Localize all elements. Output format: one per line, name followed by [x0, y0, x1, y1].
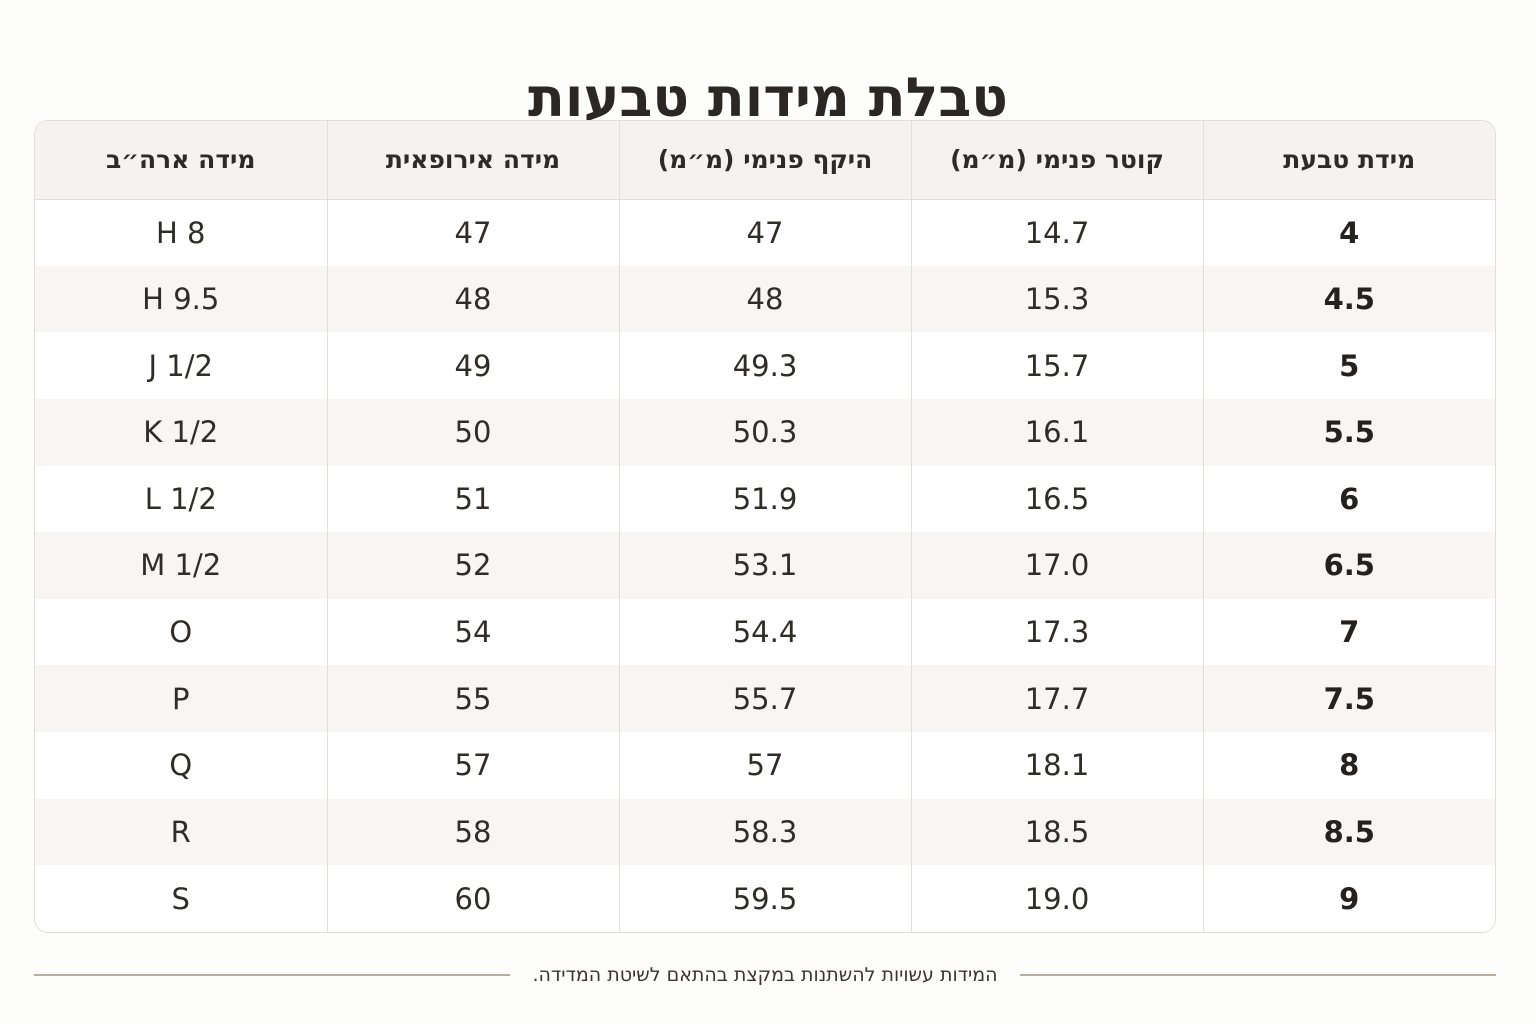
- cell-ring-size: 9: [1202, 865, 1495, 932]
- table-row: 4.5 15.3 48 48 H 9.5: [35, 265, 1495, 333]
- column-header-inner-circumference: היקף פנימי (מ״מ): [618, 121, 911, 200]
- cell-ring-size: 6: [1202, 465, 1495, 533]
- table-row: 8 18.1 57 57 Q: [35, 732, 1495, 799]
- footer-divider-right: [1019, 974, 1496, 976]
- cell-european-size: 58: [326, 798, 619, 866]
- table-row: 5 15.7 49.3 49 J 1/2: [35, 332, 1495, 399]
- cell-us-size: L 1/2: [144, 481, 217, 516]
- cell-inner-diameter: 16.5: [910, 465, 1203, 533]
- cell-inner-diameter: 17.7: [910, 665, 1203, 732]
- column-header-ring-size: מידת טבעת: [1202, 121, 1495, 200]
- cell-european-size: 54: [326, 598, 619, 666]
- cell-european-size: 57: [326, 732, 619, 799]
- cell-us-size: Q: [169, 748, 193, 783]
- cell-inner-diameter: 17.0: [910, 532, 1203, 599]
- cell-european-size: 52: [326, 532, 619, 599]
- cell-inner-circumference: 57: [618, 732, 911, 799]
- cell-us-size: J 1/2: [148, 348, 213, 383]
- cell-inner-circumference: 58.3: [618, 798, 911, 866]
- cell-ring-size: 8.5: [1202, 798, 1495, 866]
- cell-inner-circumference: 48: [618, 265, 911, 333]
- cell-inner-diameter: 14.7: [910, 199, 1203, 266]
- cell-european-size: 49: [326, 332, 619, 399]
- table-body: 4 14.7 47 47 H 8 4.5 15.3 48 48 H 9.5 5 15.7 49.3 49 J…: [35, 199, 1495, 932]
- page-title: טבלת מידות טבעות: [528, 66, 1008, 130]
- cell-inner-circumference: 50.3: [618, 398, 911, 466]
- cell-ring-size: 5: [1202, 332, 1495, 399]
- cell-inner-diameter: 18.1: [910, 732, 1203, 799]
- table-row: 6 16.5 51.9 51 L 1/2: [35, 465, 1495, 533]
- cell-inner-diameter: 15.3: [910, 265, 1203, 333]
- footer-note: המידות עשויות להשתנות במקצת בהתאם לשיטת …: [532, 964, 998, 986]
- table-row: 5.5 16.1 50.3 50 K 1/2: [35, 398, 1495, 466]
- cell-european-size: 51: [326, 465, 619, 533]
- table-header-row: מידת טבעת קוטר פנימי (מ״מ) היקף פנימי (מ…: [35, 121, 1495, 200]
- ring-size-table: מידת טבעת קוטר פנימי (מ״מ) היקף פנימי (מ…: [35, 121, 1495, 932]
- cell-ring-size: 8: [1202, 732, 1495, 799]
- table-row: 7.5 17.7 55.7 55 P: [35, 665, 1495, 732]
- cell-inner-circumference: 55.7: [618, 665, 911, 732]
- column-header-european-size: מידה אירופאית: [326, 121, 619, 200]
- cell-inner-circumference: 49.3: [618, 332, 911, 399]
- cell-us-size: K 1/2: [143, 415, 219, 450]
- cell-us-size: P: [172, 681, 190, 716]
- table-row: 4 14.7 47 47 H 8: [35, 199, 1495, 266]
- cell-us-size: M 1/2: [140, 548, 222, 583]
- cell-inner-circumference: 59.5: [618, 865, 911, 932]
- cell-european-size: 50: [326, 398, 619, 466]
- ring-size-table-container: מידת טבעת קוטר פנימי (מ״מ) היקף פנימי (מ…: [34, 120, 1496, 933]
- cell-inner-circumference: 54.4: [618, 598, 911, 666]
- table-row: 8.5 18.5 58.3 58 R: [35, 798, 1495, 866]
- cell-us-size: H 8: [156, 215, 206, 250]
- cell-european-size: 48: [326, 265, 619, 333]
- table-row: 6.5 17.0 53.1 52 M 1/2: [35, 532, 1495, 599]
- column-header-us-size: מידה ארה״ב: [35, 121, 327, 200]
- cell-inner-circumference: 47: [618, 199, 911, 266]
- cell-inner-diameter: 15.7: [910, 332, 1203, 399]
- cell-european-size: 47: [326, 199, 619, 266]
- cell-inner-circumference: 51.9: [618, 465, 911, 533]
- cell-inner-diameter: 18.5: [910, 798, 1203, 866]
- column-header-inner-diameter: קוטר פנימי (מ״מ): [910, 121, 1203, 200]
- cell-ring-size: 6.5: [1202, 532, 1495, 599]
- cell-us-size: S: [171, 881, 190, 916]
- cell-ring-size: 4.5: [1202, 265, 1495, 333]
- footer-divider-left: [34, 974, 511, 976]
- cell-inner-diameter: 17.3: [910, 598, 1203, 666]
- cell-ring-size: 7: [1202, 598, 1495, 666]
- cell-inner-diameter: 19.0: [910, 865, 1203, 932]
- cell-ring-size: 5.5: [1202, 398, 1495, 466]
- cell-ring-size: 7.5: [1202, 665, 1495, 732]
- cell-inner-diameter: 16.1: [910, 398, 1203, 466]
- cell-us-size: H 9.5: [142, 281, 220, 316]
- cell-us-size: O: [169, 615, 193, 650]
- table-row: 9 19.0 59.5 60 S: [35, 865, 1495, 932]
- cell-us-size: R: [170, 814, 191, 849]
- table-row: 7 17.3 54.4 54 O: [35, 598, 1495, 666]
- cell-european-size: 60: [326, 865, 619, 932]
- cell-inner-circumference: 53.1: [618, 532, 911, 599]
- footer: המידות עשויות להשתנות במקצת בהתאם לשיטת …: [34, 958, 1496, 992]
- cell-european-size: 55: [326, 665, 619, 732]
- cell-ring-size: 4: [1202, 199, 1495, 266]
